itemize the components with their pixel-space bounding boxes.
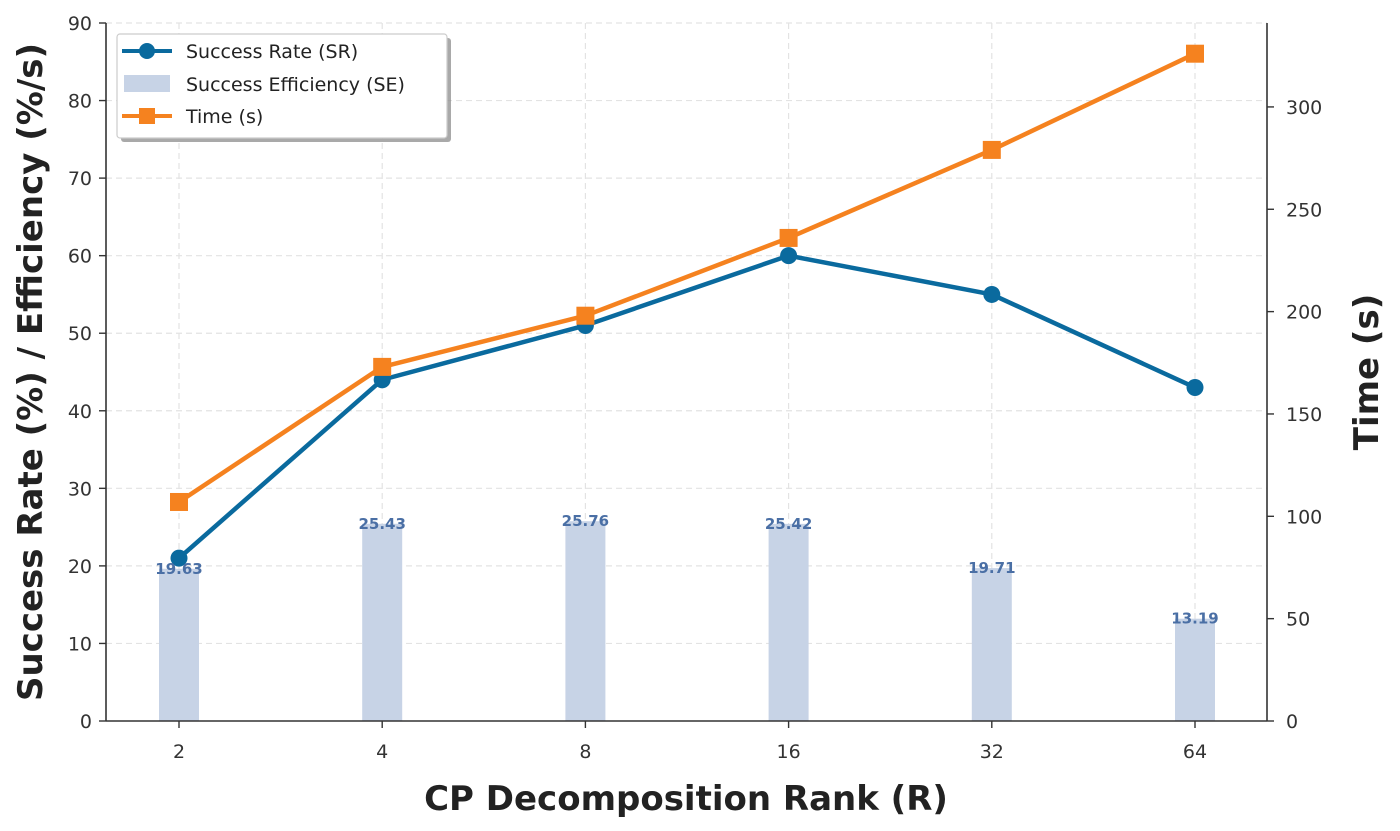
bar-value-label: 19.63 [155,560,202,578]
efficiency-bars [159,521,1215,721]
y2-tick-label: 200 [1286,302,1322,324]
y2-tick-label: 50 [1286,609,1310,631]
y2-axis-title: Time (s) [1347,294,1387,451]
y-tick-label: 50 [68,323,92,345]
legend: Success Rate (SR) Success Efficiency (SE… [116,33,451,142]
efficiency-bar [362,523,403,721]
legend-time-marker [139,108,155,124]
success-rate-point [170,549,188,567]
x-tick-label: 2 [173,741,185,763]
success-rate-point [1186,379,1204,397]
efficiency-bar [565,521,606,721]
y2-tick-label: 300 [1286,97,1322,119]
time-point [170,492,188,511]
efficiency-bar [768,523,809,721]
x-tick-label: 8 [579,741,591,763]
series-lines [170,44,1204,567]
legend-sr-marker [139,43,155,59]
bar-value-label: 13.19 [1171,610,1218,628]
x-tick-label: 32 [980,741,1004,763]
efficiency-bar [971,568,1012,721]
legend-box [116,33,448,139]
x-axis-title: CP Decomposition Rank (R) [424,779,948,819]
y-tick-label: 10 [68,633,92,655]
y-tick-label: 40 [68,401,92,423]
x-tick-label: 16 [777,741,801,763]
x-tick-label: 64 [1183,741,1207,763]
bar-value-label: 25.76 [562,512,609,530]
y-tick-label: 0 [80,711,92,733]
legend-label-se: Success Efficiency (SE) [186,74,405,96]
y-tick-label: 90 [68,13,92,35]
success-rate-point [983,285,1001,303]
y2-tick-label: 100 [1286,506,1322,528]
y-tick-label: 60 [68,246,92,268]
legend-label-time: Time (s) [185,106,263,128]
bar-value-label: 25.42 [765,515,812,533]
legend-label-sr: Success Rate (SR) [186,41,358,63]
x-tick-label: 4 [376,741,388,763]
success-rate-point [780,247,798,265]
y-tick-label: 70 [68,168,92,190]
time-point [982,140,1001,159]
y-tick-label: 30 [68,478,92,500]
time-point [1186,44,1204,63]
bar-value-label: 19.71 [968,559,1015,577]
time-point [373,357,392,376]
efficiency-bar [1175,618,1215,721]
efficiency-bar [159,568,199,721]
success-rate-line [177,253,1196,560]
time-line [177,51,1196,504]
y-tick-label: 20 [68,556,92,578]
time-point [576,306,595,325]
bar-value-label: 25.43 [358,515,405,533]
bar-data-labels: 19.63 25.43 25.76 25.42 19.71 13.19 [155,512,1218,627]
y-axis-title: Success Rate (%) / Efficiency (%/s) [11,43,51,701]
legend-se-swatch [124,75,170,92]
y2-tick-label: 0 [1286,711,1298,733]
y2-tick-label: 150 [1286,404,1322,426]
axes: 0 10 20 30 40 50 60 70 80 90 0 50 100 150 200 250 300 2 4 8… [68,13,1322,763]
y2-tick-label: 250 [1286,199,1322,221]
time-point [779,228,798,247]
y-tick-label: 80 [68,91,92,113]
